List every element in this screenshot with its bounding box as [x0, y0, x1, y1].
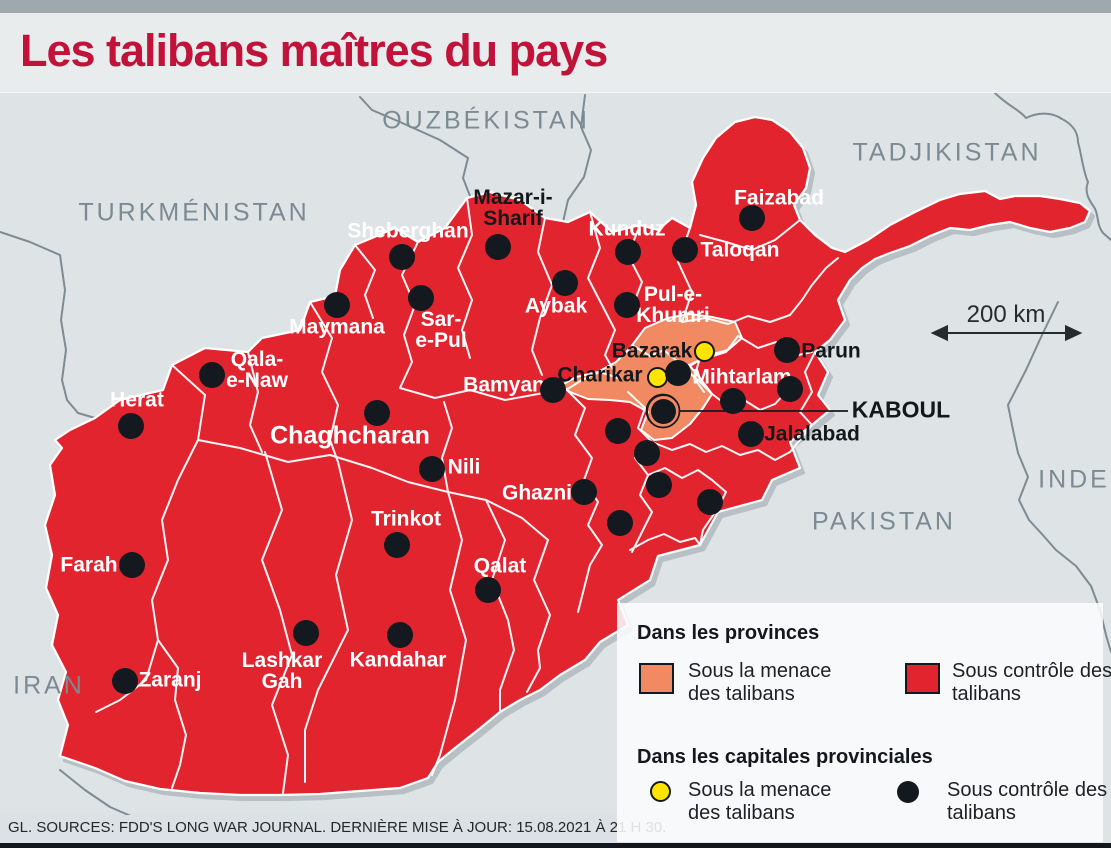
legend-provinces-title: Dans les provinces — [637, 622, 820, 644]
city-label-qala-e-naw: Qala-e-Naw — [226, 348, 288, 392]
country-label-turkménistan: TURKMÉNISTAN — [78, 198, 310, 227]
capital-dot-zaranj — [112, 668, 138, 694]
city-label-ghazni: Ghazni — [501, 481, 573, 505]
capital-dot-nili — [419, 456, 445, 482]
header: Les talibans maîtres du pays — [0, 13, 1111, 93]
capital-dot-pul-e-khumri — [614, 292, 640, 318]
legend-control-capitals-label: Sous contrôle des talibans — [947, 779, 1108, 824]
city-label-lashkar-gah: Lashkar Gah — [241, 649, 323, 693]
city-label-kunduz: Kunduz — [588, 217, 666, 241]
source-note: GL. SOURCES: FDD'S LONG WAR JOURNAL. DER… — [8, 819, 667, 836]
city-label-bamyan: Bamyan — [463, 373, 545, 397]
province-borders — [95, 197, 839, 794]
capital-dot-maymana — [324, 292, 350, 318]
capital-dot-herat — [118, 413, 144, 439]
country-label-inde: INDE — [1038, 465, 1110, 494]
page-title: Les talibans maîtres du pays — [20, 25, 608, 76]
capital-dot-1 — [777, 376, 803, 402]
capital-dot-qalat — [475, 577, 501, 603]
capital-dot-4 — [646, 472, 672, 498]
capital-dot-lashkar-gah — [293, 620, 319, 646]
capital-dot-kandahar — [387, 622, 413, 648]
capital-dot-5 — [697, 489, 723, 515]
country-label-iran: IRAN — [13, 671, 85, 700]
country-label-pakistan: PAKISTAN — [812, 507, 956, 536]
city-label-sheberghan: Sheberghan — [347, 219, 469, 243]
city-label-farah: Farah — [60, 553, 118, 577]
city-label-jalalabad: Jalalabad — [764, 422, 860, 446]
scale-bar-arrow — [930, 324, 1083, 342]
capital-dot-chaghcharan — [364, 400, 390, 426]
scale-label: 200 km — [966, 301, 1046, 328]
capital-dot-mihtarlam — [720, 388, 746, 414]
capital-dot-taloqan — [672, 237, 698, 263]
city-label-qalat: Qalat — [473, 554, 527, 578]
capital-dot-qala-e-naw — [199, 362, 225, 388]
legend-dot-control — [897, 781, 919, 803]
capital-dot-aybak — [552, 270, 578, 296]
legend-swatch-control — [905, 663, 940, 694]
capital-dot-trinkot — [384, 532, 410, 558]
bottom-bar — [0, 843, 1111, 848]
capital-dot-6 — [607, 510, 633, 536]
city-label-herat: Herat — [110, 388, 164, 412]
city-label-kaboul: KABOUL — [851, 396, 951, 423]
legend-swatch-threat — [639, 663, 674, 694]
capital-dot-faizabad — [739, 205, 765, 231]
capital-dot-mazar-i-sharif — [485, 234, 511, 260]
capital-dot-kunduz — [615, 239, 641, 265]
capital-dot-0 — [665, 360, 691, 386]
capital-dot-sar-e-pul — [408, 285, 434, 311]
city-label-mihtarlam: Mihtarlam — [692, 365, 792, 389]
city-label-bazarak: Bazarak — [611, 339, 693, 363]
city-label-faizabad: Faizabad — [734, 186, 824, 210]
legend: Dans les provinces Sous la menace des ta… — [617, 603, 1111, 842]
capital-dot-bazarak — [693, 340, 715, 362]
capital-dot-farah — [119, 552, 145, 578]
city-label-kandahar: Kandahar — [349, 648, 447, 672]
legend-dot-threat — [650, 781, 671, 802]
top-bar — [0, 0, 1111, 13]
capital-dot-parun — [774, 337, 800, 363]
city-label-nili: Nili — [447, 455, 481, 479]
country-label-ouzbékistan: OUZBÉKISTAN — [382, 106, 590, 135]
city-label-mazar-i-sharif: Mazar-i- Sharif — [473, 186, 553, 230]
city-label-maymana: Maymana — [289, 315, 385, 339]
legend-threat-capitals-label: Sous la menace des talibans — [688, 779, 832, 824]
capital-dot-2 — [605, 418, 631, 444]
legend-control-provinces-label: Sous contrôle des talibans — [952, 660, 1111, 705]
city-label-sar-e-pul: Sar-e-Pul — [415, 308, 467, 352]
city-label-pul-e-khumri: Pul-e- Khumri — [636, 283, 710, 327]
city-label-charikar: Charikar — [557, 363, 643, 387]
city-label-taloqan: Taloqan — [700, 238, 780, 262]
capital-dot-bamyan — [540, 377, 566, 403]
city-label-aybak: Aybak — [524, 294, 588, 318]
capital-dot-jalalabad — [738, 421, 764, 447]
country-label-tadjikistan: TADJIKISTAN — [852, 138, 1042, 167]
city-label-trinkot: Trinkot — [370, 507, 442, 531]
city-label-chaghcharan: Chaghcharan — [270, 421, 430, 450]
capital-dot-3 — [634, 440, 660, 466]
legend-threat-provinces-label: Sous la menace des talibans — [688, 660, 832, 705]
capital-dot-ghazni — [571, 479, 597, 505]
city-label-parun: Parun — [801, 339, 861, 363]
city-label-zaranj: Zaranj — [138, 668, 202, 692]
capital-ring-kaboul — [646, 394, 680, 428]
legend-capitals-title: Dans les capitales provinciales — [637, 746, 933, 768]
capital-dot-sheberghan — [389, 244, 415, 270]
footer-strip — [0, 815, 617, 843]
